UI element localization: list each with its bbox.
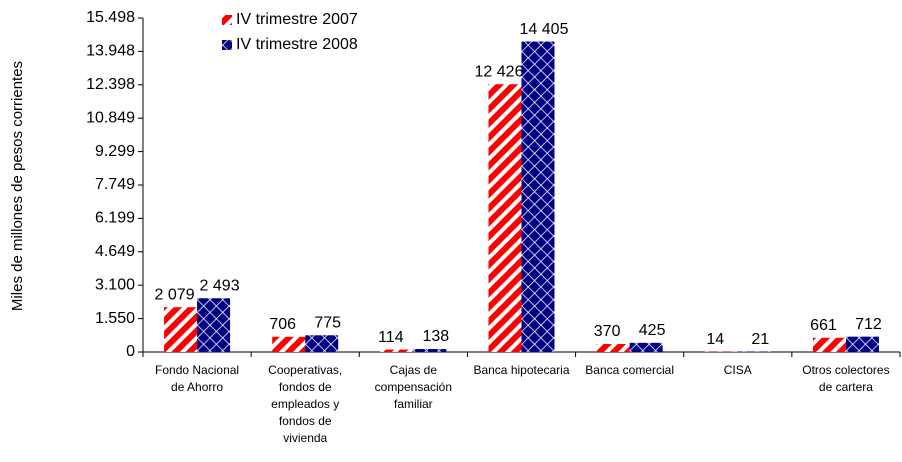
bar [164, 307, 198, 352]
value-label: 2 079 [155, 286, 195, 303]
legend-label: IV trimestre 2008 [236, 36, 358, 53]
y-tick-label: 12.398 [86, 76, 135, 93]
value-label: 706 [269, 316, 296, 333]
value-label: 138 [423, 328, 450, 345]
legend-swatch [222, 40, 232, 50]
y-tick-label: 13.948 [86, 43, 135, 60]
value-label: 775 [314, 315, 341, 332]
value-label: 370 [594, 323, 621, 340]
bar [596, 344, 630, 352]
x-tick-label: Cajas de compensación familiar [374, 363, 453, 411]
value-label: 2 493 [200, 277, 240, 294]
y-tick-label: 1.550 [95, 310, 135, 327]
legend-swatch [222, 15, 232, 25]
y-tick-label: 15.498 [86, 9, 135, 26]
legend-label: IV trimestre 2007 [236, 11, 358, 28]
y-tick-label: 9.299 [95, 143, 135, 160]
bar [521, 41, 555, 353]
bar [380, 349, 414, 352]
bar [629, 342, 663, 352]
x-tick-label: CISA [723, 363, 752, 377]
y-tick-label: 7.749 [95, 176, 135, 193]
y-tick-label: 6.199 [95, 210, 135, 227]
value-label: 661 [810, 317, 837, 334]
value-label: 12 426 [475, 63, 524, 80]
x-tick-label: Fondo Nacional de Ahorro [155, 363, 240, 394]
bar [305, 335, 339, 352]
y-tick-label: 0 [126, 343, 135, 360]
bar [845, 336, 879, 352]
x-tick-label: Cooperativas, fondos de empleados y fond… [268, 363, 343, 445]
x-tick-label: Banca comercial [585, 363, 674, 377]
bar [488, 84, 522, 352]
y-tick-label: 10.849 [86, 109, 135, 126]
x-tick-label: Banca hipotecaria [473, 363, 570, 377]
bar [272, 336, 306, 352]
x-tick-label: Otros colectores de cartera [802, 363, 890, 394]
y-tick-label: 4.649 [95, 243, 135, 260]
y-tick-label: 3.100 [95, 276, 135, 293]
value-label: 14 405 [520, 21, 569, 38]
value-label: 14 [706, 331, 724, 348]
value-label: 425 [639, 322, 666, 339]
value-label: 21 [751, 331, 769, 348]
bar [197, 298, 231, 352]
bar [812, 337, 846, 352]
y-axis-label: Miles de millones de pesos corrientes [9, 61, 26, 311]
bar [413, 349, 447, 352]
value-label: 114 [378, 329, 404, 346]
value-label: 712 [855, 316, 882, 333]
